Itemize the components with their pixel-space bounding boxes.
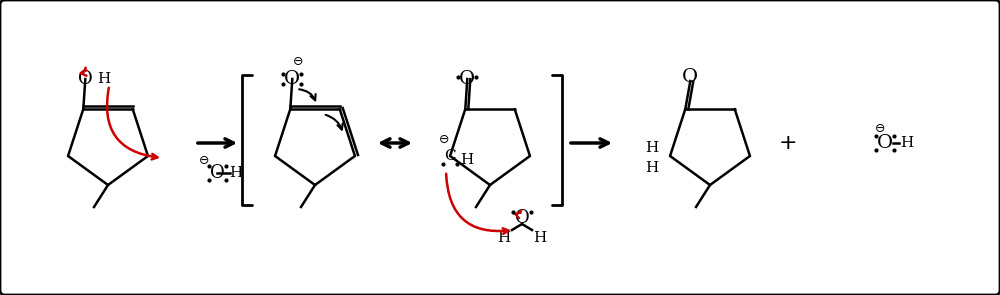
- Text: $\ominus$: $\ominus$: [438, 133, 450, 147]
- Text: O: O: [515, 209, 529, 227]
- Text: O: O: [459, 70, 475, 88]
- Text: O: O: [877, 134, 893, 152]
- Text: O: O: [210, 164, 225, 182]
- Text: $\ominus$: $\ominus$: [198, 155, 209, 168]
- Text: O: O: [78, 70, 93, 88]
- Text: H: H: [229, 166, 242, 180]
- Text: H: H: [460, 153, 474, 167]
- Text: H: H: [97, 72, 110, 86]
- Text: C: C: [444, 149, 456, 163]
- Text: H: H: [497, 231, 511, 245]
- Text: O: O: [682, 68, 698, 86]
- Text: H: H: [645, 161, 659, 175]
- Text: O: O: [284, 70, 300, 88]
- Text: H: H: [900, 136, 914, 150]
- Text: $\ominus$: $\ominus$: [292, 55, 303, 68]
- Text: H: H: [645, 141, 659, 155]
- Text: $\ominus$: $\ominus$: [874, 122, 886, 135]
- Text: H: H: [533, 231, 547, 245]
- Text: +: +: [779, 133, 797, 153]
